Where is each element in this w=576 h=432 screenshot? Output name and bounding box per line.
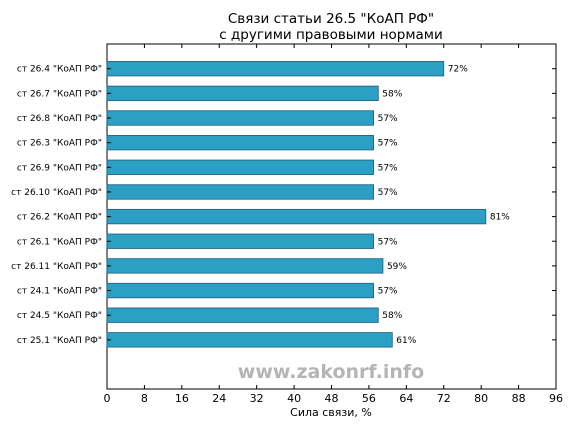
x-tick-label: 96 (549, 392, 563, 405)
bar (106, 208, 487, 225)
x-tick-label: 0 (104, 392, 111, 405)
category-label: ст 26.4 "КоАП РФ" (17, 65, 102, 75)
bar (106, 61, 445, 77)
bar (106, 134, 374, 151)
value-label: 81% (490, 213, 510, 223)
value-label: 57% (378, 237, 398, 247)
bar (106, 307, 379, 323)
category-label: ст 26.3 "КоАП РФ" (17, 139, 102, 149)
x-axis-label: Сила связи, % (290, 406, 372, 419)
x-tick-label: 32 (250, 392, 264, 405)
value-label: 59% (387, 262, 407, 272)
value-label: 57% (378, 188, 398, 198)
bar (106, 85, 379, 101)
bar (106, 233, 374, 249)
bars-layer: ст 26.4 "КоАП РФ" 72% ст 26.7 "КоАП РФ" 58%… (11, 61, 556, 348)
value-label: 58% (382, 311, 402, 321)
bar (106, 282, 374, 299)
x-tick-label: 24 (212, 392, 226, 405)
x-tick-label: 88 (512, 392, 526, 405)
bar (106, 258, 384, 274)
value-label: 61% (396, 336, 416, 346)
category-label: ст 24.5 "КоАП РФ" (17, 311, 102, 321)
x-tick-label: 48 (325, 392, 339, 405)
x-axis-ticks: 0 8 16 24 32 40 48 56 64 72 80 88 96 (104, 44, 563, 405)
watermark-text: www.zakonrf.info (238, 361, 424, 383)
value-label: 72% (448, 65, 468, 75)
category-label: ст 26.10 "КоАП РФ" (11, 188, 102, 198)
category-label: ст 24.1 "КоАП РФ" (17, 287, 102, 297)
category-label: ст 26.9 "КоАП РФ" (17, 163, 102, 173)
bar (106, 159, 374, 175)
category-label: ст 26.2 "КоАП РФ" (17, 213, 102, 223)
value-label: 58% (382, 89, 402, 99)
value-label: 57% (378, 163, 398, 173)
bar (106, 110, 374, 126)
chart-title-line-2: с другими правовыми нормами (219, 27, 443, 43)
x-tick-label: 8 (141, 392, 148, 405)
x-tick-label: 64 (399, 392, 413, 405)
x-tick-label: 72 (437, 392, 451, 405)
value-label: 57% (378, 114, 398, 124)
bar (106, 184, 374, 200)
x-tick-label: 80 (474, 392, 488, 405)
x-tick-label: 40 (287, 392, 301, 405)
value-label: 57% (378, 139, 398, 149)
category-label: ст 25.1 "КоАП РФ" (17, 336, 102, 346)
x-tick-label: 56 (362, 392, 376, 405)
x-tick-label: 16 (175, 392, 189, 405)
chart-title-line-1: Связи статьи 26.5 "КоАП РФ" (228, 11, 434, 27)
category-label: ст 26.7 "КоАП РФ" (17, 89, 102, 99)
value-label: 57% (378, 287, 398, 297)
bar (106, 332, 393, 348)
category-label: ст 26.11 "КоАП РФ" (11, 262, 102, 272)
category-label: ст 26.8 "КоАП РФ" (17, 114, 102, 124)
category-label: ст 26.1 "КоАП РФ" (17, 237, 102, 247)
